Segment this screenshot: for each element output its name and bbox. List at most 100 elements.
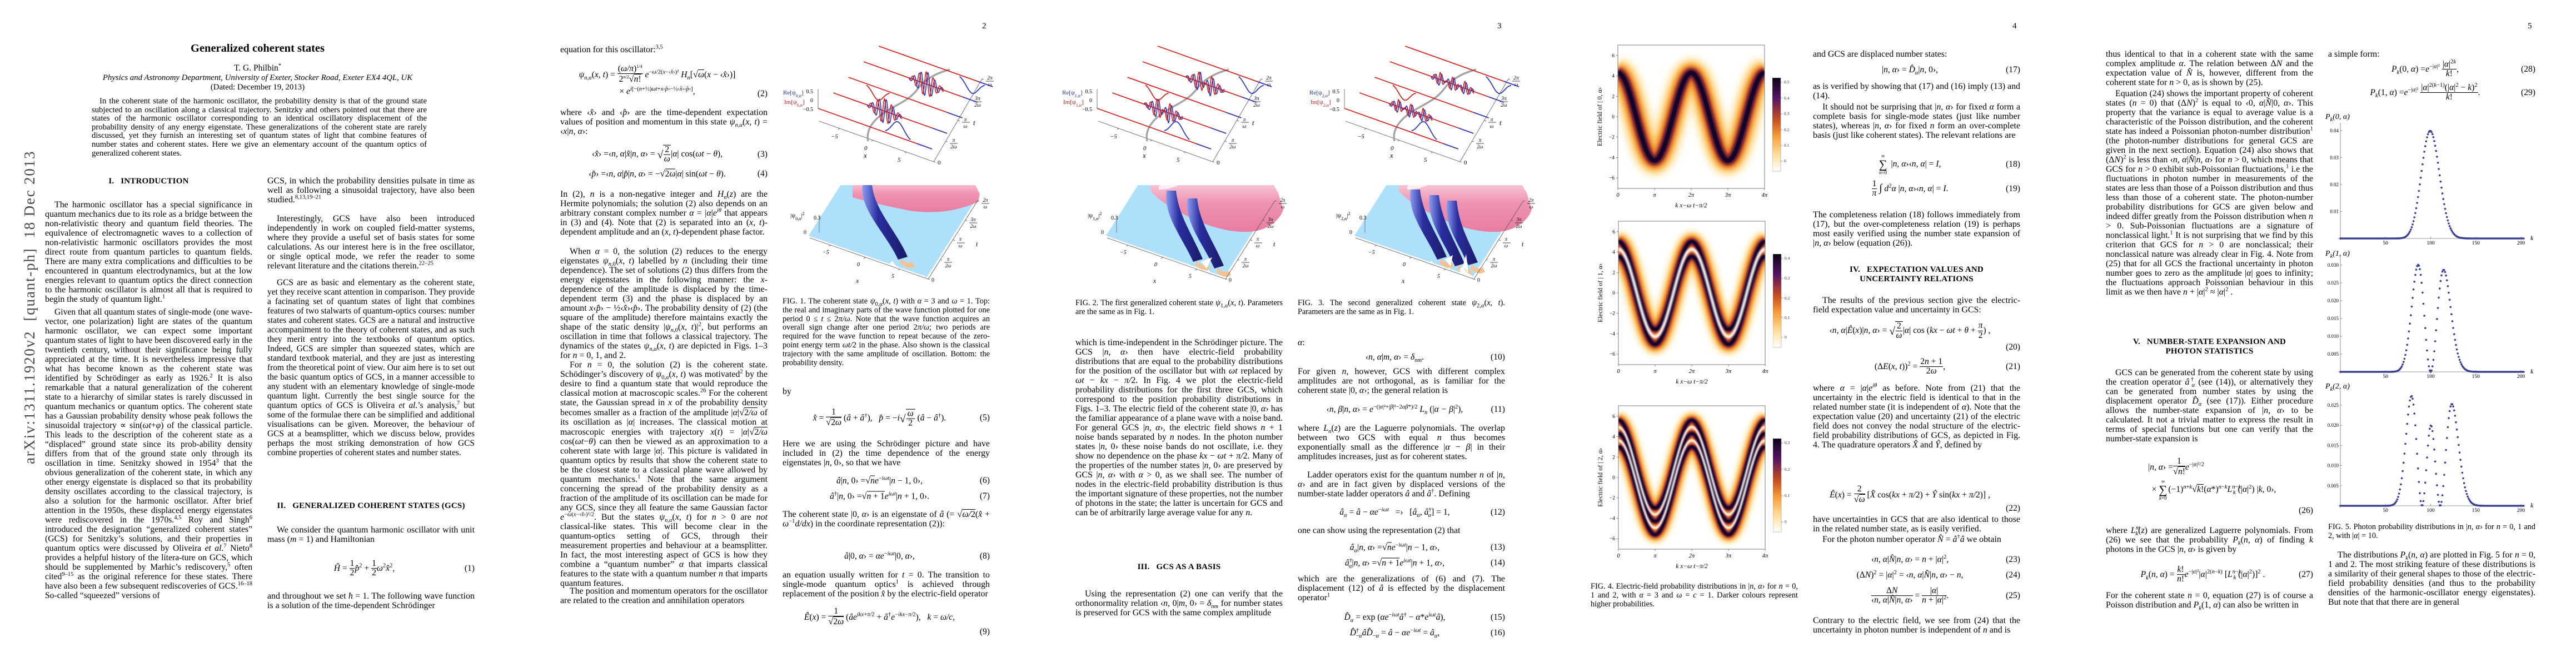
svg-text:2π: 2π (1689, 553, 1695, 559)
svg-text:0: 0 (804, 230, 806, 236)
svg-text:−5: −5 (1368, 250, 1375, 256)
svg-text:0: 0 (857, 262, 860, 268)
svg-text:k: k (2530, 367, 2534, 375)
svg-text:−6: −6 (1610, 352, 1615, 357)
svg-text:ω: ω (959, 243, 962, 248)
svg-text:200: 200 (2517, 508, 2525, 514)
svg-text:Electric field of | 2, α›: Electric field of | 2, α› (1596, 448, 1604, 507)
svg-text:−2: −2 (1610, 496, 1615, 501)
svg-text:x: x (855, 277, 859, 285)
svg-text:0.015: 0.015 (2328, 316, 2339, 321)
svg-text:0: 0 (864, 145, 868, 152)
svg-text:π: π (964, 117, 967, 123)
svg-text:0.3: 0.3 (1111, 215, 1118, 221)
svg-text:2π: 2π (1688, 192, 1695, 198)
svg-text:2π: 2π (1689, 369, 1695, 375)
svg-text:0.5: 0.5 (1784, 79, 1790, 84)
svg-text:0.3: 0.3 (1785, 440, 1790, 445)
svg-text:Im[ψ1,α]: Im[ψ1,α] (1063, 99, 1084, 108)
svg-text:2ω: 2ω (1253, 103, 1260, 108)
svg-text:x: x (1389, 151, 1393, 160)
svg-text:0.1: 0.1 (1785, 493, 1790, 498)
svg-text:ω: ω (1256, 243, 1259, 248)
svg-text:0.01: 0.01 (2330, 209, 2339, 215)
svg-text:0: 0 (1617, 369, 1620, 375)
svg-text:2: 2 (1612, 455, 1615, 460)
svg-text:−5: −5 (1110, 133, 1117, 140)
svg-text:5: 5 (891, 273, 894, 280)
svg-text:π: π (1653, 192, 1656, 198)
svg-text:t: t (1252, 118, 1254, 127)
svg-text:t: t (976, 240, 978, 248)
svg-text:π: π (1493, 256, 1496, 262)
svg-text:x: x (1153, 277, 1157, 285)
svg-text:6: 6 (1612, 53, 1615, 59)
svg-text:0: 0 (1143, 145, 1147, 152)
svg-text:ω: ω (964, 124, 968, 130)
svg-text:|ψ0,α|2: |ψ0,α|2 (790, 211, 805, 221)
svg-text:0: 0 (1154, 262, 1157, 268)
svg-text:2ω: 2ω (1243, 263, 1249, 268)
svg-text:2ω: 2ω (1268, 223, 1274, 229)
svg-text:0.3: 0.3 (814, 215, 821, 221)
svg-text:0: 0 (1785, 335, 1787, 340)
svg-text:t: t (1522, 240, 1524, 248)
svg-text:2ω: 2ω (1477, 145, 1483, 150)
svg-text:100: 100 (2426, 241, 2435, 246)
svg-text:0.5: 0.5 (1085, 89, 1093, 95)
svg-text:2π: 2π (1266, 76, 1272, 81)
svg-text:t: t (973, 118, 975, 127)
svg-text:0.010: 0.010 (2328, 334, 2339, 339)
svg-text:Im[ψ2,α]: Im[ψ2,α] (1311, 99, 1331, 108)
svg-text:150: 150 (2472, 241, 2480, 246)
svg-text:−4: −4 (1610, 516, 1615, 522)
svg-text:0: 0 (1217, 160, 1220, 166)
svg-text:π: π (1257, 236, 1259, 242)
svg-text:4: 4 (1612, 250, 1615, 256)
svg-text:0.010: 0.010 (2328, 463, 2339, 469)
svg-text:0.2: 0.2 (1785, 467, 1790, 472)
svg-text:Re[ψ2,α]: Re[ψ2,α] (1309, 89, 1330, 98)
svg-text:t: t (1499, 118, 1502, 127)
svg-text:5: 5 (1437, 273, 1440, 280)
svg-text:k x−ω t−π/2: k x−ω t−π/2 (1676, 379, 1708, 385)
svg-text:k x−ω t−π/2: k x−ω t−π/2 (1676, 563, 1708, 570)
svg-text:0.020: 0.020 (2328, 298, 2339, 303)
svg-text:−5: −5 (831, 133, 838, 140)
svg-text:2π: 2π (983, 197, 988, 203)
svg-text:−0.5: −0.5 (1082, 107, 1092, 113)
svg-text:0.025: 0.025 (2328, 280, 2339, 286)
svg-text:0: 0 (1612, 115, 1615, 120)
svg-text:50: 50 (2383, 374, 2388, 380)
svg-text:|ψ1,α|2: |ψ1,α|2 (1088, 211, 1102, 221)
svg-text:6: 6 (1612, 230, 1615, 235)
svg-text:k: k (2530, 501, 2534, 509)
svg-text:ω: ω (1529, 204, 1533, 210)
svg-text:150: 150 (2472, 374, 2480, 380)
svg-text:0.025: 0.025 (2328, 402, 2339, 408)
svg-text:3π: 3π (1516, 217, 1522, 222)
svg-text:π: π (1653, 553, 1657, 559)
svg-text:0.03: 0.03 (2330, 155, 2339, 161)
svg-text:2π: 2π (987, 76, 993, 81)
svg-text:−6: −6 (1609, 176, 1615, 181)
svg-text:−0.5: −0.5 (803, 107, 813, 113)
svg-text:0.4: 0.4 (1784, 96, 1790, 101)
svg-text:4π: 4π (1762, 553, 1768, 559)
svg-text:0.04: 0.04 (2330, 128, 2339, 133)
svg-text:0.2: 0.2 (1785, 296, 1790, 301)
svg-text:0: 0 (938, 160, 941, 166)
svg-text:0: 0 (1391, 145, 1394, 152)
svg-text:4: 4 (1612, 74, 1615, 79)
svg-text:−5: −5 (1357, 133, 1364, 140)
svg-text:−2: −2 (1610, 311, 1615, 317)
svg-text:π: π (1232, 138, 1234, 143)
svg-text:0.1: 0.1 (1784, 143, 1790, 148)
svg-text:0.3: 0.3 (1785, 276, 1790, 281)
svg-text:−5: −5 (823, 250, 829, 256)
svg-text:200: 200 (2517, 241, 2525, 246)
svg-text:0: 0 (1784, 158, 1786, 163)
svg-text:π: π (1243, 117, 1246, 123)
svg-text:−6: −6 (1610, 536, 1615, 542)
svg-text:2ω: 2ω (974, 103, 981, 108)
